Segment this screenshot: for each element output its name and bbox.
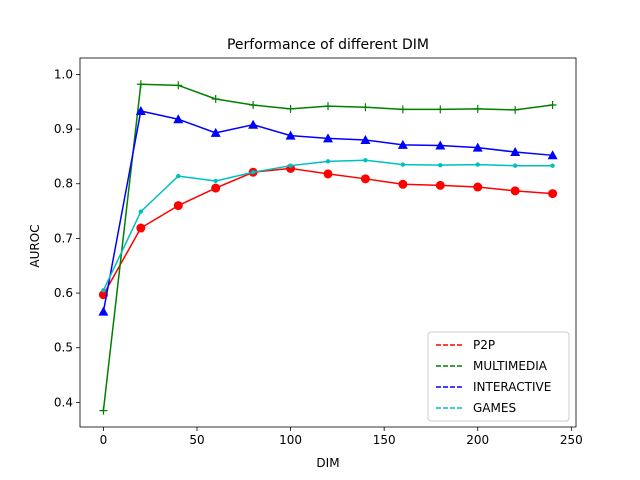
legend-box [427, 331, 570, 422]
legend-label-multimedia: MULTIMEDIA [473, 359, 548, 373]
data-point-interactive-1 [135, 106, 146, 116]
data-point-p2p-6 [323, 169, 333, 179]
data-point-interactive-4 [248, 119, 259, 129]
series-games [101, 158, 555, 293]
data-point-interactive-8 [397, 139, 408, 149]
data-point-interactive-12 [547, 150, 558, 160]
legend-label-interactive: INTERACTIVE [473, 380, 551, 394]
data-point-p2p-10 [473, 182, 483, 192]
data-point-interactive-5 [285, 130, 296, 140]
data-point-p2p-9 [435, 180, 445, 190]
data-point-p2p-2 [173, 201, 183, 211]
data-point-games-6 [325, 159, 331, 164]
data-point-games-5 [288, 163, 293, 168]
data-point-multimedia-7 [361, 103, 370, 112]
data-point-interactive-2 [173, 114, 184, 124]
data-point-games-2 [176, 173, 181, 179]
series-p2p [98, 163, 558, 300]
y-axis-label: AUROC [28, 224, 42, 267]
data-point-multimedia-12 [548, 101, 557, 110]
data-point-games-4 [250, 170, 256, 175]
legend-label-games: GAMES [473, 401, 516, 415]
data-point-interactive-6 [323, 133, 333, 143]
y-tick-label-4: 0.8 [54, 177, 73, 191]
x-axis-label: DIM [316, 456, 339, 470]
y-tick-label-1: 0.5 [54, 341, 73, 355]
data-point-multimedia-1 [136, 80, 145, 89]
data-point-games-8 [400, 162, 406, 167]
data-point-games-11 [512, 163, 518, 168]
y-tick-label-3: 0.7 [54, 231, 73, 245]
data-point-p2p-7 [360, 174, 370, 184]
x-tick-label-5: 250 [560, 433, 583, 447]
y-tick-label-6: 1.0 [54, 67, 73, 81]
data-point-p2p-12 [548, 189, 558, 199]
data-point-p2p-1 [136, 223, 146, 233]
data-point-interactive-10 [472, 142, 483, 152]
data-point-multimedia-6 [324, 102, 332, 111]
data-point-p2p-3 [211, 183, 221, 193]
chart-title: Performance of different DIM [227, 37, 429, 53]
data-point-p2p-8 [398, 179, 408, 189]
data-point-multimedia-2 [174, 81, 183, 90]
series-multimedia [99, 80, 557, 415]
axes-frame [79, 57, 577, 428]
data-point-interactive-0 [98, 306, 109, 316]
data-point-multimedia-11 [511, 105, 520, 114]
data-point-games-12 [550, 163, 555, 168]
data-point-interactive-7 [360, 135, 371, 144]
data-point-p2p-11 [510, 186, 520, 196]
x-tick-label-3: 150 [373, 433, 396, 447]
y-tick-label-2: 0.6 [54, 286, 73, 300]
data-point-multimedia-9 [436, 105, 445, 114]
data-point-interactive-9 [435, 140, 446, 150]
data-point-interactive-3 [210, 127, 221, 137]
data-point-multimedia-3 [211, 95, 220, 103]
x-tick-label-0: 0 [100, 433, 108, 447]
x-tick-label-1: 50 [189, 433, 204, 447]
data-point-games-1 [138, 209, 144, 214]
series-interactive [98, 106, 558, 316]
data-point-games-0 [101, 288, 106, 293]
plot-area: 0 50 100 150 200 250 0.4 0.5 0.6 0.7 0.8 0.9 1.0 P2P M… [54, 57, 583, 447]
data-point-games-3 [213, 178, 218, 184]
data-point-games-9 [438, 162, 443, 168]
legend: P2P MULTIMEDIA INTERACTIVE GAMES [427, 331, 570, 422]
data-point-multimedia-8 [398, 105, 407, 114]
data-point-multimedia-5 [286, 104, 295, 113]
data-point-interactive-11 [510, 147, 521, 157]
data-point-multimedia-0 [99, 406, 108, 415]
legend-label-p2p: P2P [473, 338, 495, 352]
x-tick-label-4: 200 [466, 433, 489, 447]
y-tick-label-5: 0.9 [54, 122, 73, 136]
x-tick-label-2: 100 [279, 433, 302, 447]
data-point-multimedia-4 [249, 101, 258, 110]
data-point-games-10 [475, 162, 480, 167]
y-tick-label-0: 0.4 [54, 395, 73, 409]
data-point-games-7 [363, 158, 368, 163]
data-point-multimedia-10 [473, 104, 482, 113]
